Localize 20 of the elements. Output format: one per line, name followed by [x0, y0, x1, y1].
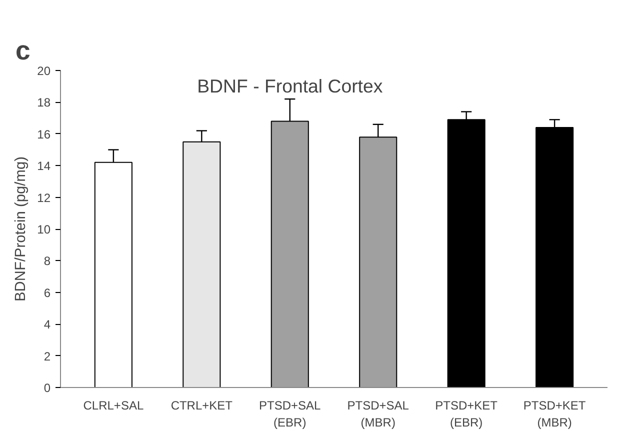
x-tick-label: PTSD+SAL (MBR) [347, 398, 410, 430]
y-tick-label: 12 [37, 190, 51, 205]
y-tick-label: 16 [37, 127, 51, 142]
y-tick-label: 2 [44, 349, 51, 364]
x-tick-label: CLRL+SAL [83, 398, 144, 412]
y-tick-label: 8 [44, 254, 51, 268]
chart-title: BDNF - Frontal Cortex [197, 75, 384, 96]
text: c [16, 36, 30, 66]
y-tick-label: 18 [37, 96, 51, 110]
y-tick-label: 4 [44, 318, 51, 332]
y-tick-label: 10 [37, 222, 51, 236]
y-tick-label: 14 [37, 159, 51, 174]
x-tick-label: PTSD+KET (EBR) [435, 398, 498, 430]
y-tick-label: 20 [37, 64, 51, 78]
y-tick-label: 6 [44, 286, 51, 300]
y-axis-title: BDNF/Protein (pg/mg) [13, 156, 30, 302]
x-tick-label: PTSD+SAL (EBR) [259, 398, 322, 430]
x-tick-label: CTRL+KET [170, 398, 234, 412]
y-tick-label: 0 [44, 381, 51, 395]
x-tick-label: PTSD+KET (MBR) [523, 398, 586, 430]
